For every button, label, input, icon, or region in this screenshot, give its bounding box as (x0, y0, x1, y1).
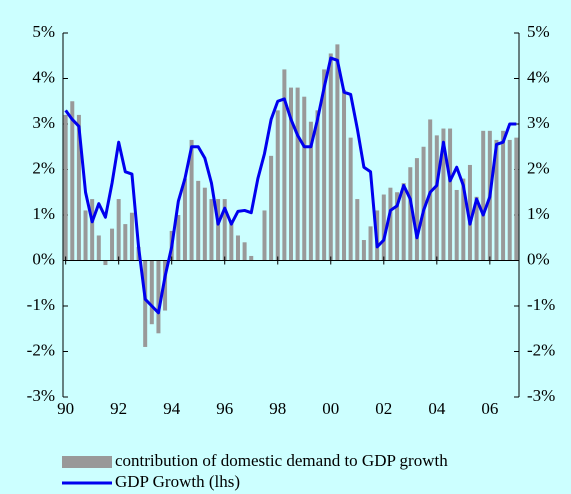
bar (315, 110, 320, 261)
bar (242, 242, 247, 261)
bar (494, 139, 499, 261)
bar (229, 221, 234, 261)
x-tick-label: 90 (57, 399, 74, 418)
y2-tick-label: 4% (527, 67, 550, 86)
y2-tick-label: -3% (527, 386, 555, 405)
x-tick-label: 94 (163, 399, 181, 418)
bar (249, 255, 254, 261)
bar (421, 146, 426, 261)
bar (176, 215, 181, 261)
bar (282, 69, 287, 261)
bar (388, 187, 393, 261)
bar (189, 139, 194, 261)
bar (428, 119, 433, 261)
bar (103, 260, 108, 266)
bar (295, 87, 300, 261)
bar (149, 260, 154, 325)
bar (308, 121, 313, 261)
bar (361, 240, 366, 261)
bar (90, 199, 95, 261)
bar (70, 101, 75, 261)
bar (467, 164, 472, 261)
legend-swatch (62, 456, 112, 468)
y-tick-label: -2% (27, 340, 55, 359)
bar (289, 87, 293, 261)
bar (501, 130, 506, 261)
y2-tick-label: -2% (527, 340, 555, 359)
x-tick-label: 04 (428, 399, 446, 418)
bar (401, 183, 406, 261)
bar (414, 158, 419, 261)
y2-tick-label: 5% (527, 22, 550, 41)
bar (368, 226, 373, 261)
bar (507, 139, 512, 261)
y2-tick-label: -1% (527, 295, 555, 314)
bar (110, 228, 115, 261)
bar (216, 199, 221, 261)
bar (434, 135, 439, 261)
bar (348, 137, 353, 261)
y2-tick-label: 3% (527, 113, 550, 132)
x-tick-label: 98 (269, 399, 286, 418)
bar (461, 178, 466, 261)
bar (96, 235, 101, 261)
bar (63, 114, 68, 261)
y-tick-label: 2% (32, 158, 55, 177)
bar (448, 128, 453, 261)
bar (474, 196, 479, 261)
bar (322, 69, 327, 261)
bar (222, 199, 227, 261)
bar (302, 96, 307, 261)
x-tick-label: 02 (375, 399, 392, 418)
bar (355, 199, 360, 261)
bar (129, 212, 134, 261)
y2-tick-label: 0% (527, 249, 550, 268)
bar (202, 187, 207, 261)
bar (269, 155, 274, 261)
bar (275, 110, 280, 261)
bar (441, 128, 446, 261)
y-tick-label: 5% (32, 22, 55, 41)
bar (83, 210, 88, 261)
legend-label: contribution of domestic demand to GDP g… (115, 451, 448, 470)
y-tick-label: -1% (27, 295, 55, 314)
y-tick-label: -3% (27, 386, 55, 405)
bar (395, 192, 400, 261)
y-tick-label: 1% (32, 204, 55, 223)
bar (156, 260, 161, 334)
bar (123, 224, 128, 261)
x-tick-label: 92 (110, 399, 127, 418)
bar (328, 53, 333, 261)
bar (116, 199, 121, 261)
legend-label: GDP Growth (lhs) (115, 472, 240, 491)
bar (196, 180, 201, 261)
bar (235, 235, 240, 261)
bar (481, 130, 486, 261)
bar (335, 44, 340, 261)
bar (143, 260, 148, 347)
bar (381, 194, 386, 261)
bar (76, 114, 81, 261)
bar (262, 210, 267, 261)
x-tick-label: 06 (481, 399, 498, 418)
bar (163, 260, 168, 311)
x-tick-label: 00 (322, 399, 339, 418)
x-tick-label: 96 (216, 399, 233, 418)
bar (209, 199, 214, 261)
bar (514, 137, 519, 261)
bar (342, 89, 347, 261)
y2-tick-label: 2% (527, 158, 550, 177)
y-tick-label: 0% (32, 249, 55, 268)
line (64, 56, 517, 315)
y-tick-label: 4% (32, 67, 55, 86)
y-tick-label: 3% (32, 113, 55, 132)
y2-tick-label: 1% (527, 204, 550, 223)
bar (182, 178, 187, 261)
bar (454, 189, 459, 261)
bar (408, 167, 413, 261)
